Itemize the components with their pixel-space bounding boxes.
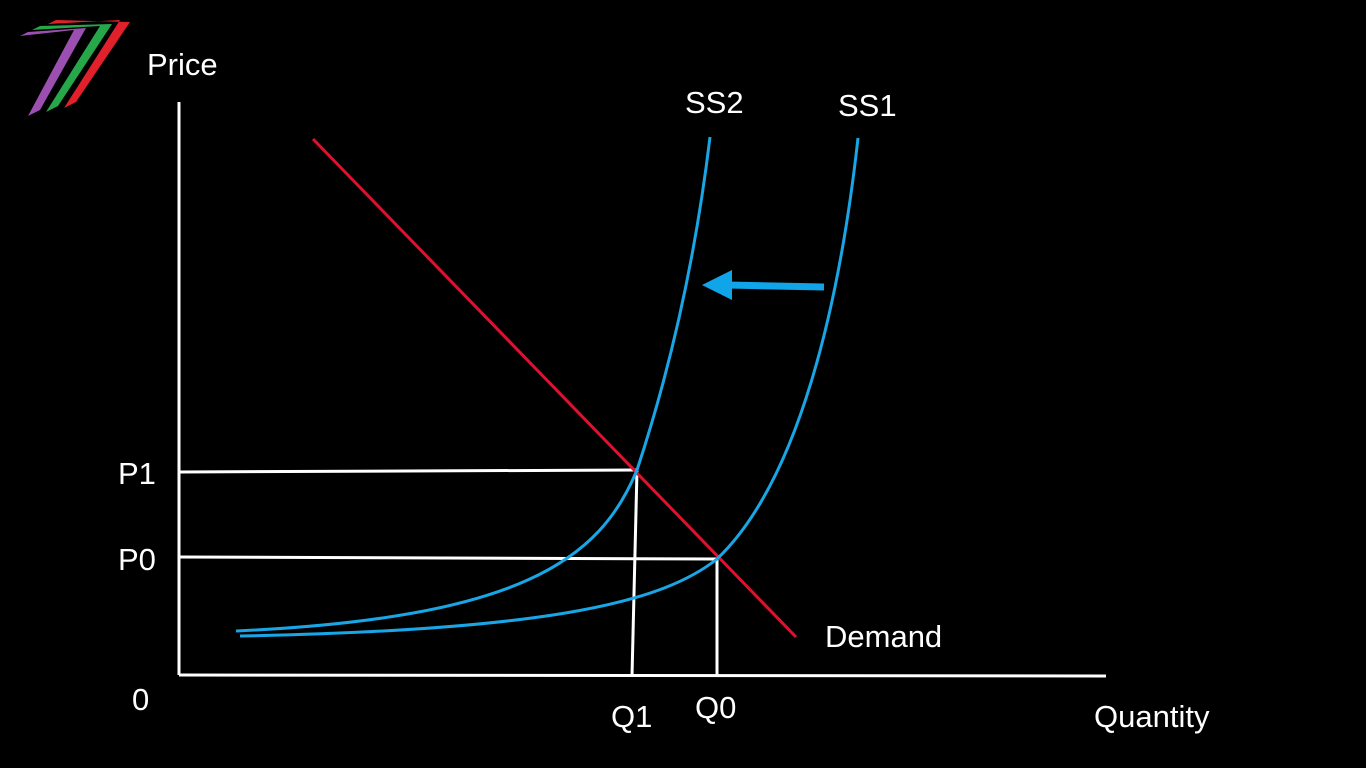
logo-stripe-red — [48, 20, 130, 108]
supply-curve-ss2 — [235, 136, 712, 633]
demand-label: Demand — [825, 619, 942, 654]
p1-guide-line — [179, 468, 638, 474]
y-axis-label: Price — [147, 47, 218, 82]
quantity-label-q1: Q1 — [611, 699, 652, 734]
shift-left-arrow — [702, 270, 825, 300]
supply-label-ss2: SS2 — [685, 85, 744, 120]
x-axis — [178, 673, 1107, 678]
logo-stripe-green — [32, 24, 112, 112]
q1-guide-line — [630, 469, 639, 677]
x-axis-label: Quantity — [1094, 699, 1210, 734]
logo-icon — [20, 20, 130, 116]
logo-stripe-purple — [20, 28, 86, 116]
quantity-label-q0: Q0 — [695, 690, 736, 725]
supply-label-ss1: SS1 — [838, 88, 897, 123]
demand-curve — [311, 137, 798, 639]
origin-label: 0 — [132, 682, 149, 717]
supply-curve-ss1 — [239, 137, 860, 638]
price-label-p0: P0 — [118, 542, 156, 577]
p0-guide-line — [179, 555, 718, 561]
price-label-p1: P1 — [118, 456, 156, 491]
